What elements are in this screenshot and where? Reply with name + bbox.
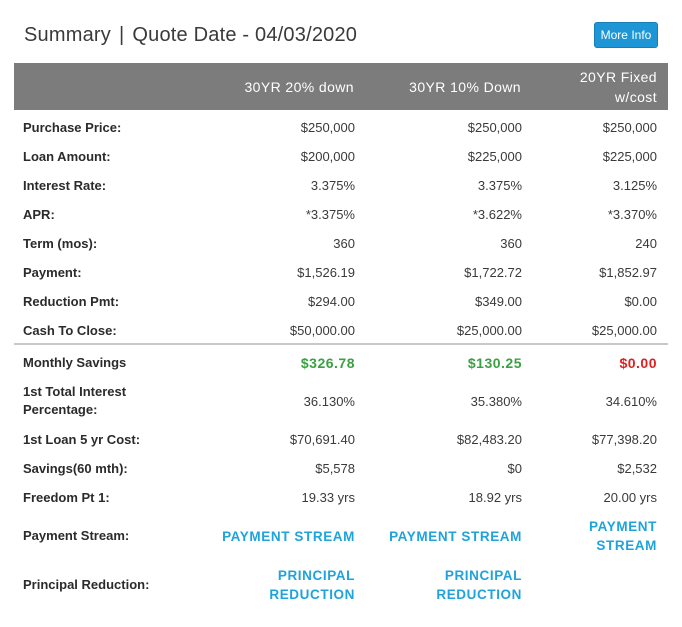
row-value: $25,000.00 xyxy=(456,323,522,338)
table-row: Interest Rate: 3.375% 3.375% 3.125% xyxy=(0,177,682,206)
row-value: 19.33 yrs xyxy=(301,490,355,505)
column-header-20yr-fixed: 20YR Fixed w/cost xyxy=(14,63,657,110)
row-label: 1st Loan 5 yr Cost: xyxy=(23,432,141,447)
table-row: Reduction Pmt: $294.00 $349.00 $0.00 xyxy=(0,293,682,322)
principal-reduction-row: Principal Reduction: PRINCIPAL REDUCTION… xyxy=(0,566,682,606)
row-label: 1st Total Interest Percentage: xyxy=(23,384,127,417)
row-value: $0.00 xyxy=(624,294,657,309)
savings-value-red: $0.00 xyxy=(619,355,657,371)
row-value: $349.00 xyxy=(475,294,522,309)
principal-reduction-link[interactable]: PRINCIPAL REDUCTION xyxy=(269,568,355,602)
row-value: 240 xyxy=(635,236,657,251)
title-quote-date: Quote Date - 04/03/2020 xyxy=(132,24,358,46)
row-label: Purchase Price: xyxy=(23,120,122,135)
payment-stream-link[interactable]: PAYMENT STREAM xyxy=(589,519,657,553)
interest-percentage-row: 1st Total Interest Percentage: 36.130% 3… xyxy=(0,383,682,423)
row-value: 3.125% xyxy=(612,178,657,193)
row-value: $225,000 xyxy=(467,149,522,164)
table-row: Payment: $1,526.19 $1,722.72 $1,852.97 xyxy=(0,264,682,293)
row-value: $1,852.97 xyxy=(599,265,657,280)
title-summary: Summary xyxy=(24,24,111,46)
row-label: Payment Stream: xyxy=(23,528,130,543)
column-header-30yr-10: 30YR 10% Down xyxy=(409,78,521,95)
row-value: $25,000.00 xyxy=(591,323,657,338)
table-row: 1st Loan 5 yr Cost: $70,691.40 $82,483.2… xyxy=(0,431,682,460)
table-row: Term (mos): 360 360 240 xyxy=(0,235,682,264)
more-info-button[interactable]: More Info xyxy=(594,22,658,48)
title-separator: | xyxy=(118,24,125,46)
row-label: APR: xyxy=(23,207,55,222)
row-value: $5,578 xyxy=(315,461,355,476)
page-title: Summary | Quote Date - 04/03/2020 xyxy=(24,24,357,47)
row-value: $70,691.40 xyxy=(289,432,355,447)
payment-stream-link[interactable]: PAYMENT STREAM xyxy=(222,529,355,544)
row-value: 18.92 yrs xyxy=(468,490,522,505)
column-header-30yr-20: 30YR 20% down xyxy=(244,78,354,95)
section-divider xyxy=(14,343,668,345)
row-label: Monthly Savings xyxy=(23,355,127,370)
row-value: $250,000 xyxy=(467,120,522,135)
row-value: $1,722.72 xyxy=(464,265,522,280)
row-label: Reduction Pmt: xyxy=(23,294,120,309)
row-value: $82,483.20 xyxy=(456,432,522,447)
row-value: *3.370% xyxy=(607,207,657,222)
row-value: 36.130% xyxy=(303,394,355,409)
row-label: Freedom Pt 1: xyxy=(23,490,110,505)
row-value: 3.375% xyxy=(310,178,355,193)
row-label: Interest Rate: xyxy=(23,178,107,193)
column-header-20yr-fixed-label: 20YR Fixed w/cost xyxy=(579,68,657,105)
row-value: 360 xyxy=(500,236,522,251)
row-value: $250,000 xyxy=(300,120,355,135)
row-value: $50,000.00 xyxy=(289,323,355,338)
principal-reduction-link[interactable]: PRINCIPAL REDUCTION xyxy=(436,568,522,602)
table-header: 30YR 20% down 30YR 10% Down 20YR Fixed w… xyxy=(14,63,668,110)
table-row: Savings(60 mth): $5,578 $0 $2,532 xyxy=(0,460,682,489)
table-row: APR: *3.375% *3.622% *3.370% xyxy=(0,206,682,235)
row-value: 34.610% xyxy=(605,394,657,409)
row-value: $200,000 xyxy=(300,149,355,164)
row-value: 3.375% xyxy=(477,178,522,193)
row-value: 35.380% xyxy=(470,394,522,409)
row-label: Principal Reduction: xyxy=(23,577,150,592)
row-label: Savings(60 mth): xyxy=(23,461,128,476)
payment-stream-link[interactable]: PAYMENT STREAM xyxy=(389,529,522,544)
savings-value-green: $326.78 xyxy=(300,355,355,371)
row-value: $294.00 xyxy=(308,294,355,309)
payment-stream-row: Payment Stream: PAYMENT STREAM PAYMENT S… xyxy=(0,517,682,557)
row-value: $250,000 xyxy=(602,120,657,135)
monthly-savings-row: Monthly Savings $326.78 $130.25 $0.00 xyxy=(0,354,682,383)
table-row: Cash To Close: $50,000.00 $25,000.00 $25… xyxy=(0,322,682,351)
row-value: $225,000 xyxy=(602,149,657,164)
table-row: Loan Amount: $200,000 $225,000 $225,000 xyxy=(0,148,682,177)
row-value: 20.00 yrs xyxy=(603,490,657,505)
row-value: 360 xyxy=(333,236,355,251)
row-label: Term (mos): xyxy=(23,236,98,251)
row-value: $2,532 xyxy=(617,461,657,476)
savings-value-green: $130.25 xyxy=(467,355,522,371)
row-label: Cash To Close: xyxy=(23,323,117,338)
row-value: $77,398.20 xyxy=(591,432,657,447)
row-value: *3.375% xyxy=(305,207,355,222)
table-row: Freedom Pt 1: 19.33 yrs 18.92 yrs 20.00 … xyxy=(0,489,682,518)
row-value: $0 xyxy=(507,461,522,476)
row-label: Loan Amount: xyxy=(23,149,111,164)
row-value: *3.622% xyxy=(472,207,522,222)
table-row: Purchase Price: $250,000 $250,000 $250,0… xyxy=(0,119,682,148)
row-value: $1,526.19 xyxy=(297,265,355,280)
row-label: Payment: xyxy=(23,265,82,280)
